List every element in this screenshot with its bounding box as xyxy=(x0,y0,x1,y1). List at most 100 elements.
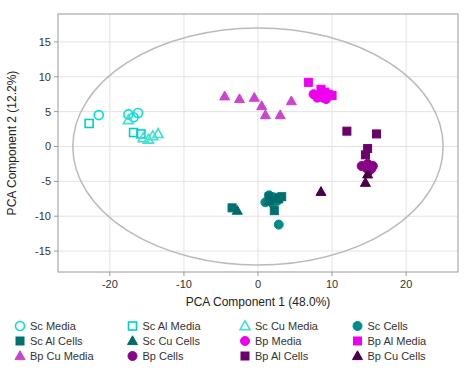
legend-marker xyxy=(353,322,362,331)
point xyxy=(94,111,103,120)
legend-label: Sc Al Cells xyxy=(30,335,83,347)
point xyxy=(249,92,259,101)
legend-marker xyxy=(240,321,250,330)
point xyxy=(368,162,377,171)
point xyxy=(153,129,163,138)
point xyxy=(85,119,93,127)
tick-y xyxy=(54,111,58,112)
series-points xyxy=(94,109,142,122)
point xyxy=(343,127,351,135)
grid-line-y xyxy=(58,111,458,112)
point xyxy=(260,110,270,119)
point xyxy=(270,207,278,215)
tick-y xyxy=(54,216,58,217)
grid-line-y xyxy=(58,76,458,77)
grid-line-x xyxy=(183,14,184,272)
legend-label: Bp Al Media xyxy=(368,335,428,347)
grid-line-x xyxy=(109,14,110,272)
point xyxy=(234,94,244,103)
point xyxy=(257,101,267,110)
legend-label: Bp Media xyxy=(255,335,302,347)
plot-frame xyxy=(58,14,458,272)
series-points xyxy=(304,78,336,99)
point xyxy=(363,169,373,178)
point xyxy=(272,194,282,203)
legend-label: Bp Cu Cells xyxy=(368,350,427,362)
grid-line-y xyxy=(58,251,458,252)
grid-line-y xyxy=(58,216,458,217)
point xyxy=(220,91,230,100)
point xyxy=(328,92,336,100)
legend-marker xyxy=(15,351,25,360)
tick-label-x: 20 xyxy=(400,278,412,290)
point xyxy=(304,78,312,86)
tick-y xyxy=(54,41,58,42)
legend-marker xyxy=(129,322,137,330)
legend-label: Sc Cu Media xyxy=(255,320,319,332)
legend-marker xyxy=(241,352,249,360)
tick-y xyxy=(54,251,58,252)
grid-line-x xyxy=(258,14,259,272)
tick-label-x: 10 xyxy=(326,278,338,290)
tick-label-y: -15 xyxy=(35,245,51,257)
point xyxy=(286,96,296,105)
series-points xyxy=(316,169,373,195)
point xyxy=(373,130,381,138)
point xyxy=(275,110,285,119)
grid-line-y xyxy=(58,146,458,147)
tick-x xyxy=(332,272,333,276)
legend-marker xyxy=(128,336,138,345)
plot-area xyxy=(73,28,443,265)
tick-x xyxy=(258,272,259,276)
legend-label: Sc Cu Cells xyxy=(143,335,201,347)
legend-marker xyxy=(128,352,137,361)
legend-label: Sc Cells xyxy=(368,320,409,332)
series-points xyxy=(123,115,163,143)
tick-y xyxy=(54,181,58,182)
point xyxy=(361,151,369,159)
legend-marker xyxy=(16,337,24,345)
ellipse xyxy=(73,28,443,265)
chart: -20 -10 0 10 20 -15 -10 -5 0 5 10 15 PCA Component 1… xyxy=(0,0,474,380)
tick-label-y: -5 xyxy=(41,175,51,187)
tick-label-y: 5 xyxy=(45,106,51,118)
legend-marker xyxy=(354,337,362,345)
legend-marker xyxy=(353,351,363,360)
point xyxy=(360,178,370,187)
tick-y xyxy=(54,146,58,147)
legend-label: Sc Media xyxy=(30,320,77,332)
tick-y xyxy=(54,76,58,77)
legend-label: Sc Al Media xyxy=(143,320,202,332)
point xyxy=(274,220,283,229)
series-points xyxy=(343,127,381,159)
point xyxy=(134,109,143,118)
grid-line-y xyxy=(58,181,458,182)
tick-label-y: 15 xyxy=(39,36,51,48)
plot-background xyxy=(58,14,458,272)
legend: Sc Media Sc Al Media Sc Cu Media Sc Cells Sc… xyxy=(15,320,427,362)
tick-label-x: 0 xyxy=(255,278,261,290)
tick-x xyxy=(406,272,407,276)
tick-label-y: 0 xyxy=(45,140,51,152)
legend-label: Bp Cells xyxy=(143,350,184,362)
point xyxy=(232,205,242,214)
tick-x xyxy=(109,272,110,276)
series-points xyxy=(228,193,286,215)
series-points xyxy=(232,194,281,215)
legend-label: Bp Al Cells xyxy=(255,350,309,362)
series-points xyxy=(85,119,145,137)
point xyxy=(316,187,326,196)
tick-label-x: -10 xyxy=(176,278,192,290)
tick-label-x: -20 xyxy=(102,278,118,290)
grid-line-x xyxy=(406,14,407,272)
series-points xyxy=(220,91,297,119)
tick-label-y: -10 xyxy=(35,210,51,222)
grid-line-y xyxy=(58,41,458,42)
tick-label-y: 10 xyxy=(39,71,51,83)
legend-label: Bp Cu Media xyxy=(30,350,94,362)
point xyxy=(123,115,133,124)
legend-marker xyxy=(241,337,250,346)
y-axis-label: PCA Component 2 (12.2%) xyxy=(5,71,19,216)
x-axis-label: PCA Component 1 (48.0%) xyxy=(186,295,331,309)
tick-x xyxy=(183,272,184,276)
